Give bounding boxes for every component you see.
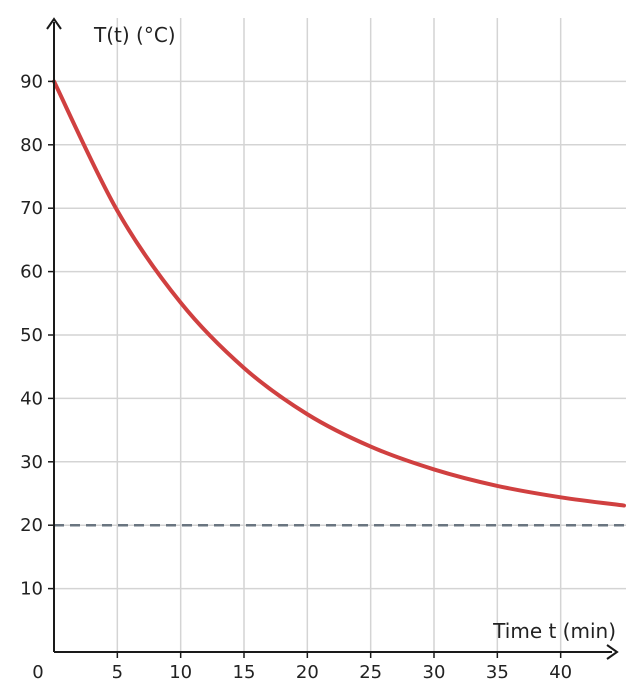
axes: [46, 17, 619, 660]
x-axis-title: Time t (min): [492, 619, 616, 643]
x-tick-label-40: 40: [549, 662, 572, 683]
origin-label: 0: [32, 662, 43, 683]
y-tick-label-80: 80: [20, 135, 43, 156]
y-tick-label-40: 40: [20, 388, 43, 409]
x-tick-label-10: 10: [169, 662, 192, 683]
x-tick-label-5: 5: [112, 662, 123, 683]
series-layer: [52, 79, 626, 508]
x-tick-label-15: 15: [233, 662, 256, 683]
tick-labels: 5 10 15 20 25 30 35 40 10 20 30 40 50 60 70 80 90: [20, 71, 572, 683]
x-tick-label-30: 30: [423, 662, 446, 683]
y-tick-label-60: 60: [20, 262, 43, 283]
y-tick-label-90: 90: [20, 71, 43, 92]
x-tick-label-25: 25: [359, 662, 382, 683]
x-tick-label-20: 20: [296, 662, 319, 683]
grid: [54, 18, 626, 652]
series-line-0: [52, 79, 626, 508]
y-tick-label-50: 50: [20, 325, 43, 346]
y-tick-label-30: 30: [20, 452, 43, 473]
y-tick-label-10: 10: [20, 579, 43, 600]
x-tick-label-35: 35: [486, 662, 509, 683]
y-tick-label-70: 70: [20, 198, 43, 219]
y-axis-arrow: [46, 17, 62, 30]
x-axis-arrow: [606, 644, 619, 660]
y-tick-label-20: 20: [20, 515, 43, 536]
y-axis-title: T(t) (°C): [93, 23, 176, 47]
